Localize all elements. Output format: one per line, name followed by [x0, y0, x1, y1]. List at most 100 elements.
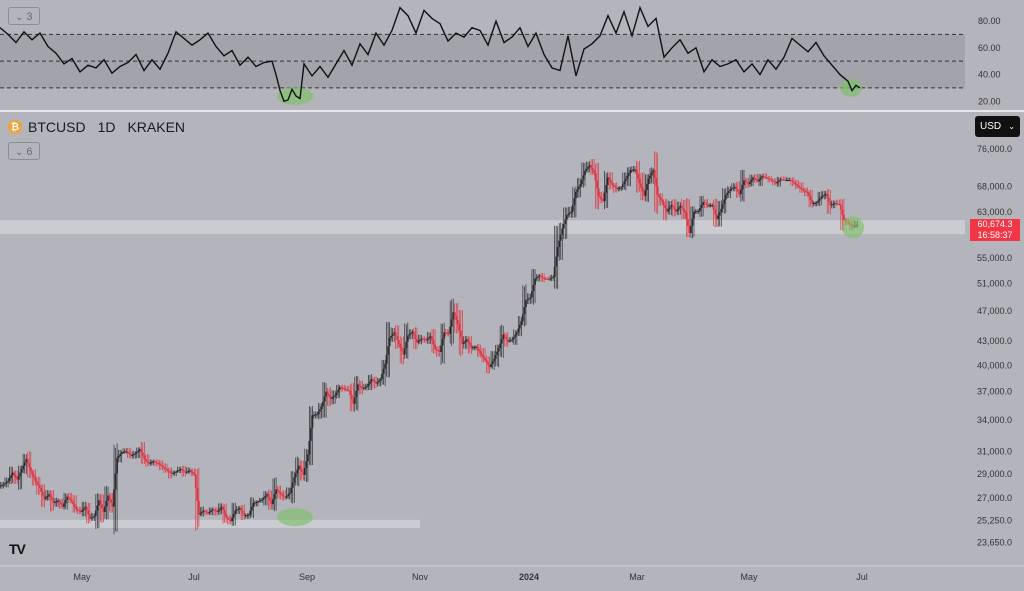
candle-body: [467, 339, 470, 343]
candle-body: [122, 452, 125, 454]
candle-body: [462, 342, 465, 345]
candle-body: [319, 409, 321, 412]
currency-button[interactable]: USD ⌄: [975, 116, 1020, 137]
candle-body: [715, 214, 718, 220]
candle-body: [149, 462, 152, 464]
candle-body: [176, 470, 179, 472]
candle-body: [667, 209, 670, 212]
candle-body: [120, 452, 123, 455]
candle-body: [114, 473, 117, 490]
candle-body: [634, 169, 636, 171]
chevron-down-icon: ⌄: [1008, 122, 1015, 131]
candle-body: [11, 472, 14, 476]
candle-body: [518, 324, 521, 329]
exchange: KRAKEN: [127, 119, 186, 135]
candle-body: [449, 326, 452, 334]
candle-body: [167, 470, 170, 472]
candle-body: [5, 482, 8, 484]
candle-body: [417, 341, 420, 343]
rsi-settings-badge[interactable]: ⌄ 3: [8, 7, 40, 25]
candle-body: [556, 247, 559, 257]
candle-body: [635, 169, 638, 174]
candle-body: [306, 454, 309, 462]
candle-body: [359, 385, 362, 388]
candle-body: [593, 170, 595, 174]
candle-body: [565, 215, 568, 220]
candle-body: [82, 508, 85, 511]
candle-body: [385, 354, 388, 364]
candle-body: [225, 513, 228, 518]
candle-body: [529, 297, 532, 299]
candle-body: [553, 266, 556, 277]
candle-body: [805, 191, 807, 193]
candle-body: [515, 332, 518, 335]
candle-body: [603, 192, 606, 201]
candle-body: [22, 465, 25, 470]
candle-body: [279, 492, 282, 495]
candle-body: [829, 201, 832, 206]
candle-body: [555, 256, 558, 267]
candle-body: [676, 209, 679, 212]
candle-body: [344, 388, 347, 390]
candle-body: [257, 501, 259, 503]
candle-body: [340, 387, 343, 389]
candle-body: [356, 384, 359, 391]
candle-body: [786, 179, 789, 181]
candle-body: [378, 380, 380, 383]
ticker: BTCUSD: [28, 119, 86, 135]
candle-body: [425, 339, 427, 341]
candle-body: [608, 177, 611, 180]
price-tick-label: 51,000.0: [977, 278, 1012, 288]
candle-body: [331, 397, 333, 399]
candle-body: [579, 184, 582, 187]
candle-body: [506, 339, 509, 342]
candle-body: [223, 510, 226, 514]
candle-body: [420, 338, 423, 340]
candle-body: [73, 504, 76, 507]
candle-body: [773, 181, 776, 183]
candle-body: [588, 165, 591, 168]
candle-body: [93, 515, 96, 517]
candle-body: [568, 212, 571, 215]
price-tick-label: 23,650.0: [977, 538, 1012, 548]
candle-body: [188, 470, 191, 472]
candle-body: [394, 332, 397, 337]
candle-body: [641, 187, 644, 192]
candle-body: [403, 348, 406, 355]
candle-body: [58, 500, 61, 503]
candle-body: [732, 187, 735, 189]
candle-body: [282, 495, 285, 497]
candle-body: [94, 510, 97, 516]
candle-body: [367, 383, 370, 387]
candle-body: [443, 332, 446, 339]
candle-body: [203, 510, 206, 512]
candle-body: [152, 461, 155, 463]
candle-body: [718, 212, 721, 216]
candle-body: [537, 276, 539, 278]
candle-body: [90, 517, 93, 519]
candle-body: [305, 461, 308, 469]
candle-body: [234, 510, 237, 515]
candle-body: [64, 499, 67, 504]
candle-body: [644, 189, 647, 196]
symbol-header[interactable]: ₿ BTCUSD 1D KRAKEN: [8, 119, 185, 135]
candle-body: [776, 182, 779, 184]
indicators-badge[interactable]: ⌄ 6: [8, 142, 40, 160]
candle-body: [163, 466, 165, 469]
candle-body: [809, 196, 812, 200]
candle-body: [96, 505, 99, 511]
x-tick-label: Jul: [188, 572, 200, 582]
candle-body: [452, 312, 455, 320]
candle-body: [485, 360, 488, 363]
candle-body: [247, 514, 250, 516]
candle-body: [422, 338, 424, 340]
candle-body: [749, 182, 751, 185]
candle-body: [517, 328, 520, 333]
candle-body: [564, 219, 567, 225]
candle-body: [738, 191, 741, 195]
candle-body: [724, 194, 727, 200]
candle-body: [107, 495, 109, 501]
candle-body: [438, 350, 441, 353]
candle-body: [735, 186, 738, 190]
